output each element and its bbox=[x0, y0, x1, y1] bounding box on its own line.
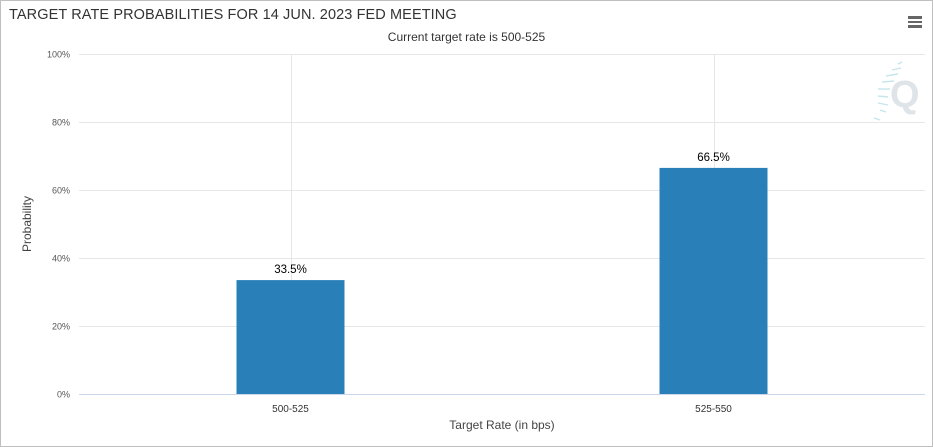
hamburger-menu-icon[interactable] bbox=[902, 9, 928, 33]
y-tick-label: 60% bbox=[52, 186, 70, 196]
x-tick-label: 500-525 bbox=[272, 404, 309, 415]
menu-line bbox=[908, 25, 922, 28]
data-label: 33.5% bbox=[274, 264, 307, 276]
bars-layer bbox=[236, 167, 768, 394]
y-tick-label: 40% bbox=[52, 254, 70, 264]
y-axis-title: Probability bbox=[20, 196, 34, 252]
bar-500-525[interactable] bbox=[236, 280, 345, 394]
y-tick-label: 0% bbox=[57, 390, 70, 400]
svg-text:Q: Q bbox=[890, 74, 920, 116]
chart-subtitle: Current target rate is 500-525 bbox=[387, 30, 546, 44]
q-logo-watermark-icon: Q bbox=[873, 61, 920, 121]
y-tick-label: 80% bbox=[52, 118, 70, 128]
data-label: 66.5% bbox=[697, 152, 730, 164]
chart-title: TARGET RATE PROBABILITIES FOR 14 JUN. 20… bbox=[9, 7, 457, 23]
grid-layer bbox=[79, 54, 925, 395]
labels-layer: 0% 20% 40% 60% 80% 100% 33.5% 500-525 66.5% 525-5… bbox=[47, 50, 732, 416]
x-tick-label: 525-550 bbox=[695, 404, 732, 415]
x-axis-title: Target Rate (in bps) bbox=[449, 418, 554, 432]
y-tick-label: 100% bbox=[47, 50, 70, 60]
menu-line bbox=[908, 16, 922, 19]
y-tick-label: 20% bbox=[52, 322, 70, 332]
bar-525-550[interactable] bbox=[659, 167, 768, 394]
menu-line bbox=[908, 20, 922, 23]
